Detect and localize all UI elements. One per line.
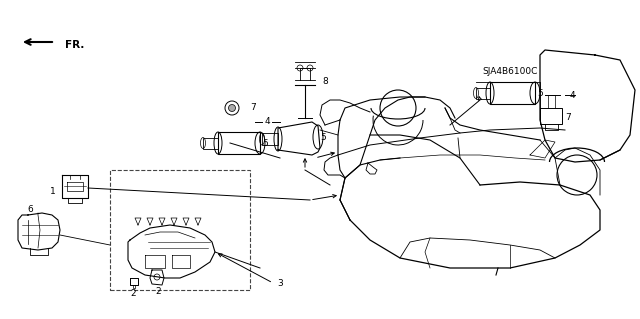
Circle shape <box>228 105 236 112</box>
Bar <box>540 108 562 124</box>
Text: 5: 5 <box>320 132 326 142</box>
Text: 4: 4 <box>570 91 575 100</box>
Text: 5: 5 <box>262 138 268 147</box>
Text: 2: 2 <box>155 287 161 296</box>
Text: 7: 7 <box>565 114 571 122</box>
Bar <box>262 133 278 145</box>
Text: 3: 3 <box>277 278 283 287</box>
Text: 6: 6 <box>27 205 33 214</box>
Bar <box>203 138 218 149</box>
Text: 7: 7 <box>250 103 256 113</box>
Text: FR.: FR. <box>65 40 84 50</box>
Bar <box>476 88 490 99</box>
Bar <box>490 82 535 104</box>
Text: SJA4B6100C: SJA4B6100C <box>483 68 538 77</box>
Text: 2: 2 <box>130 288 136 298</box>
Text: 1: 1 <box>50 188 56 197</box>
Bar <box>218 132 260 154</box>
Bar <box>110 170 250 290</box>
Text: 4: 4 <box>264 117 270 127</box>
Text: 8: 8 <box>322 78 328 86</box>
Text: 5: 5 <box>537 88 543 98</box>
